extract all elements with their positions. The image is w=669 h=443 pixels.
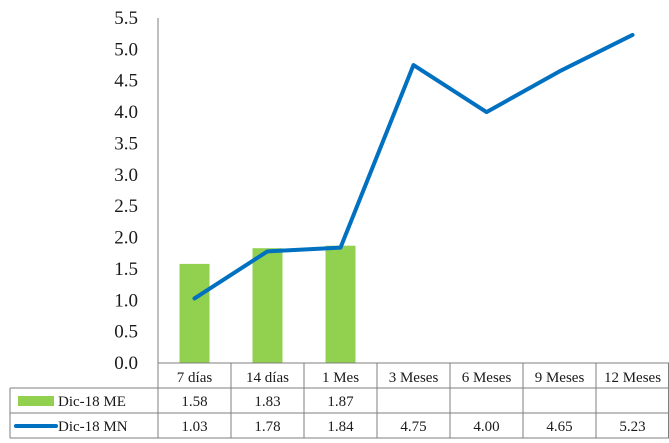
y-tick-label: 3.0	[114, 165, 138, 186]
y-tick-label: 0.5	[114, 322, 138, 343]
x-tick-label: 9 Meses	[535, 370, 585, 386]
data-label: 4.00	[473, 419, 499, 435]
y-tick-label: 0.0	[114, 353, 138, 374]
data-label: 1.84	[327, 419, 354, 435]
y-axis: 0.0 0.5 1.0 1.5 2.0 2.5 3.0 3.5 4.0 4.5 5.0 5.5	[114, 8, 159, 374]
y-tick-label: 2.5	[114, 196, 138, 217]
x-tick-label: 1 Mes	[322, 370, 359, 386]
data-label: 4.65	[546, 419, 572, 435]
data-label: 4.75	[400, 419, 426, 435]
x-tick-label: 3 Meses	[389, 370, 439, 386]
x-tick-label: 7 días	[177, 370, 213, 386]
data-label: 1.78	[254, 419, 280, 435]
data-label: 1.03	[181, 419, 207, 435]
y-tick-label: 4.0	[114, 102, 138, 123]
x-tick-label: 12 Meses	[604, 370, 661, 386]
y-tick-label: 1.0	[114, 290, 138, 311]
y-tick-label: 4.5	[114, 71, 138, 92]
legend-label: Dic-18 MN	[58, 419, 128, 435]
data-label: 5.23	[619, 419, 645, 435]
data-label: 1.87	[327, 394, 354, 410]
y-tick-label: 3.5	[114, 133, 138, 154]
y-tick-label: 2.0	[114, 228, 138, 249]
line-series	[192, 32, 635, 301]
bar-series	[179, 245, 356, 363]
data-label: 1.83	[254, 394, 280, 410]
bar	[252, 248, 283, 363]
x-tick-label: 6 Meses	[462, 370, 512, 386]
y-tick-label: 5.0	[114, 39, 138, 60]
series-line	[192, 32, 635, 301]
y-tick-label: 1.5	[114, 259, 138, 280]
y-tick-label: 5.5	[114, 8, 138, 29]
data-table: 7 días 14 días 1 Mes 3 Meses 6 Meses 9 Meses 1…	[9, 362, 669, 439]
bar	[325, 245, 356, 363]
x-tick-label: 14 días	[246, 370, 289, 386]
bar	[179, 263, 210, 363]
legend-label: Dic-18 ME	[58, 394, 126, 410]
data-label: 1.58	[181, 394, 207, 410]
legend-key-bar	[18, 396, 54, 406]
